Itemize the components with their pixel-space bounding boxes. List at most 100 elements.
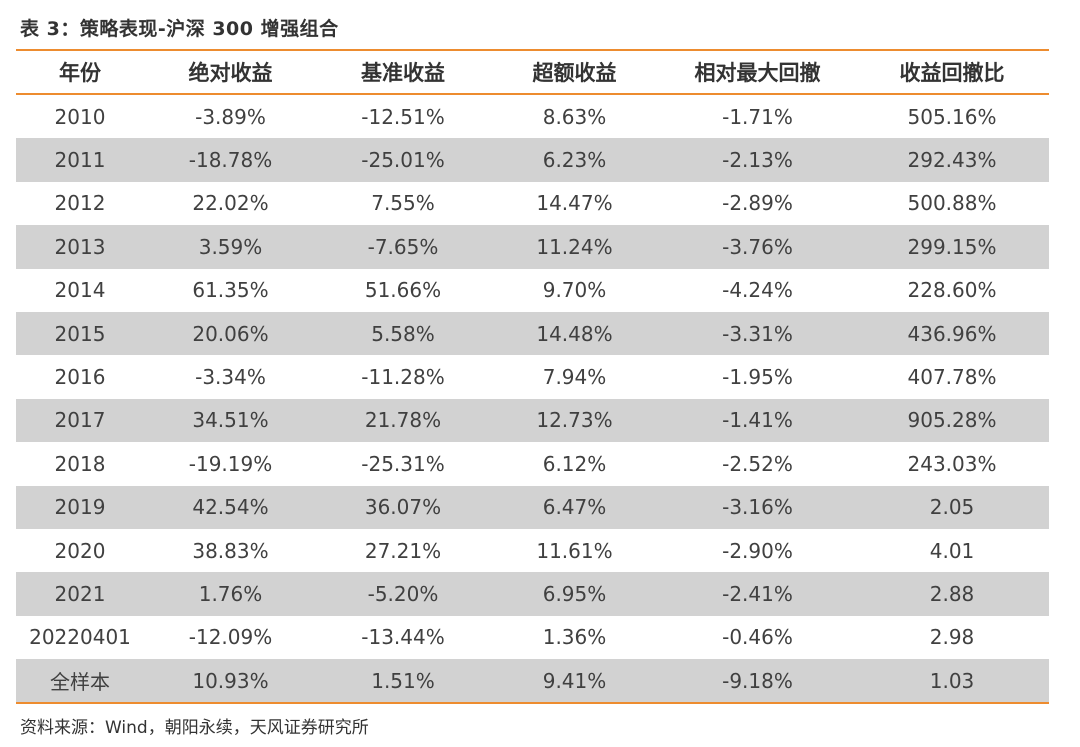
performance-table: 年份 绝对收益 基准收益 超额收益 相对最大回撤 收益回撤比 2010 -3.89…: [16, 49, 1049, 705]
table-row: 2019 42.54% 36.07% 6.47% -3.16% 2.05: [16, 485, 1049, 529]
return-drawdown-ratio-cell: 228.60%: [907, 278, 997, 303]
relative-max-drawdown-cell: -1.41%: [722, 408, 793, 433]
return-drawdown-ratio-cell: 505.16%: [907, 104, 997, 129]
absolute-return-cell: 38.83%: [192, 538, 269, 563]
table-header: 年份 绝对收益 基准收益 超额收益 相对最大回撤 收益回撤比: [16, 51, 1049, 95]
relative-max-drawdown-cell: -3.16%: [722, 495, 793, 520]
benchmark-return-cell: 36.07%: [364, 495, 442, 520]
year-cell: 2017: [54, 408, 106, 433]
relative-max-drawdown-cell: -4.24%: [722, 278, 793, 303]
return-drawdown-ratio-cell: 500.88%: [907, 191, 997, 216]
header-year: 年份: [59, 61, 101, 85]
excess-return-cell: 14.48%: [536, 321, 613, 346]
benchmark-return-cell: 1.51%: [371, 668, 435, 693]
return-drawdown-ratio-cell: 2.05: [929, 495, 975, 520]
absolute-return-cell: 20.06%: [192, 321, 269, 346]
relative-max-drawdown-cell: -3.31%: [722, 321, 793, 346]
relative-max-drawdown-cell: -0.46%: [722, 625, 793, 650]
return-drawdown-ratio-cell: 1.03: [929, 668, 975, 693]
absolute-return-cell: 61.35%: [192, 278, 269, 303]
absolute-return-cell: 22.02%: [192, 191, 269, 216]
excess-return-cell: 6.47%: [542, 495, 607, 520]
year-cell: 2014: [54, 278, 106, 303]
table-row: 2014 61.35% 51.66% 9.70% -4.24% 228.60%: [16, 269, 1049, 312]
year-cell: 2016: [54, 365, 106, 390]
table-row: 2018 -19.19% -25.31% 6.12% -2.52% 243.03%: [16, 442, 1049, 485]
excess-return-cell: 11.61%: [536, 538, 613, 563]
return-drawdown-ratio-cell: 905.28%: [907, 408, 997, 433]
return-drawdown-ratio-cell: 407.78%: [907, 365, 997, 390]
return-drawdown-ratio-cell: 292.43%: [907, 148, 997, 173]
benchmark-return-cell: -12.51%: [361, 104, 445, 129]
absolute-return-cell: -3.89%: [195, 104, 266, 129]
excess-return-cell: 11.24%: [536, 234, 613, 259]
header-absolute-return: 绝对收益: [188, 61, 273, 85]
year-cell: 2013: [54, 234, 106, 259]
table-row: 2017 34.51% 21.78% 12.73% -1.41% 905.28%: [16, 398, 1049, 443]
year-cell: 2010: [54, 104, 106, 129]
relative-max-drawdown-cell: -1.95%: [722, 365, 793, 390]
year-cell: 全样本: [50, 670, 110, 695]
header-benchmark-return: 基准收益: [361, 61, 445, 85]
table-row: 2013 3.59% -7.65% 11.24% -3.76% 299.15%: [16, 225, 1049, 269]
table-row: 20220401 -12.09% -13.44% 1.36% -0.46% 2.98: [16, 616, 1049, 659]
return-drawdown-ratio-cell: 2.98: [929, 625, 975, 650]
absolute-return-cell: -3.34%: [195, 365, 266, 390]
absolute-return-cell: 3.59%: [198, 234, 263, 259]
absolute-return-cell: 1.76%: [198, 581, 263, 606]
return-drawdown-ratio-cell: 436.96%: [907, 321, 997, 346]
table-row: 2016 -3.34% -11.28% 7.94% -1.95% 407.78%: [16, 355, 1049, 398]
excess-return-cell: 8.63%: [542, 104, 607, 129]
excess-return-cell: 7.94%: [542, 365, 607, 390]
header-return-drawdown-ratio: 收益回撤比: [899, 61, 1005, 85]
excess-return-cell: 9.41%: [542, 668, 607, 693]
year-cell: 2011: [54, 148, 106, 173]
excess-return-cell: 14.47%: [536, 191, 613, 216]
return-drawdown-ratio-cell: 2.88: [929, 581, 975, 606]
absolute-return-cell: -12.09%: [188, 625, 273, 650]
year-cell: 2015: [54, 321, 106, 346]
relative-max-drawdown-cell: -2.52%: [722, 451, 793, 476]
year-cell: 2012: [54, 191, 106, 216]
year-cell: 2019: [54, 495, 106, 520]
absolute-return-cell: 34.51%: [192, 408, 269, 433]
relative-max-drawdown-cell: -3.76%: [722, 234, 793, 259]
return-drawdown-ratio-cell: 4.01: [929, 538, 975, 563]
table-caption: 表 3：策略表现-沪深 300 增强组合: [20, 18, 339, 40]
table-row: 2015 20.06% 5.58% 14.48% -3.31% 436.96%: [16, 311, 1049, 356]
benchmark-return-cell: -25.01%: [361, 148, 445, 173]
benchmark-return-cell: 21.78%: [364, 408, 442, 433]
table-row: 2011 -18.78% -25.01% 6.23% -2.13% 292.43%: [16, 138, 1049, 182]
excess-return-cell: 6.23%: [542, 148, 607, 173]
benchmark-return-cell: 5.58%: [371, 321, 435, 346]
benchmark-return-cell: -25.31%: [361, 451, 445, 476]
relative-max-drawdown-cell: -9.18%: [722, 668, 793, 693]
relative-max-drawdown-cell: -2.90%: [722, 538, 793, 563]
benchmark-return-cell: -7.65%: [367, 234, 439, 259]
relative-max-drawdown-cell: -2.41%: [722, 581, 793, 606]
absolute-return-cell: -19.19%: [188, 451, 273, 476]
absolute-return-cell: 42.54%: [192, 495, 269, 520]
year-cell: 2021: [54, 581, 106, 606]
table-row: 2012 22.02% 7.55% 14.47% -2.89% 500.88%: [16, 182, 1049, 225]
benchmark-return-cell: -11.28%: [361, 365, 445, 390]
relative-max-drawdown-cell: -2.13%: [722, 148, 793, 173]
table-row: 2010 -3.89% -12.51% 8.63% -1.71% 505.16%: [16, 95, 1049, 138]
year-cell: 2018: [54, 451, 106, 476]
excess-return-cell: 6.12%: [542, 451, 607, 476]
excess-return-cell: 6.95%: [542, 581, 607, 606]
table-row: 2021 1.76% -5.20% 6.95% -2.41% 2.88: [16, 572, 1049, 616]
source-note: 资料来源：Wind，朝阳永续，天风证券研究所: [20, 718, 369, 738]
table-body: 2010 -3.89% -12.51% 8.63% -1.71% 505.16% 2011 -…: [16, 95, 1049, 703]
table-row: 全样本 10.93% 1.51% 9.41% -9.18% 1.03: [16, 659, 1049, 703]
benchmark-return-cell: -13.44%: [361, 625, 445, 650]
absolute-return-cell: 10.93%: [192, 668, 269, 693]
benchmark-return-cell: 51.66%: [364, 278, 442, 303]
year-cell: 20220401: [29, 625, 131, 650]
relative-max-drawdown-cell: -1.71%: [722, 104, 793, 129]
header-excess-return: 超额收益: [532, 61, 617, 85]
header-relative-max-drawdown: 相对最大回撤: [694, 61, 821, 85]
table-row: 2020 38.83% 27.21% 11.61% -2.90% 4.01: [16, 529, 1049, 572]
benchmark-return-cell: -5.20%: [367, 581, 439, 606]
year-cell: 2020: [54, 538, 106, 563]
